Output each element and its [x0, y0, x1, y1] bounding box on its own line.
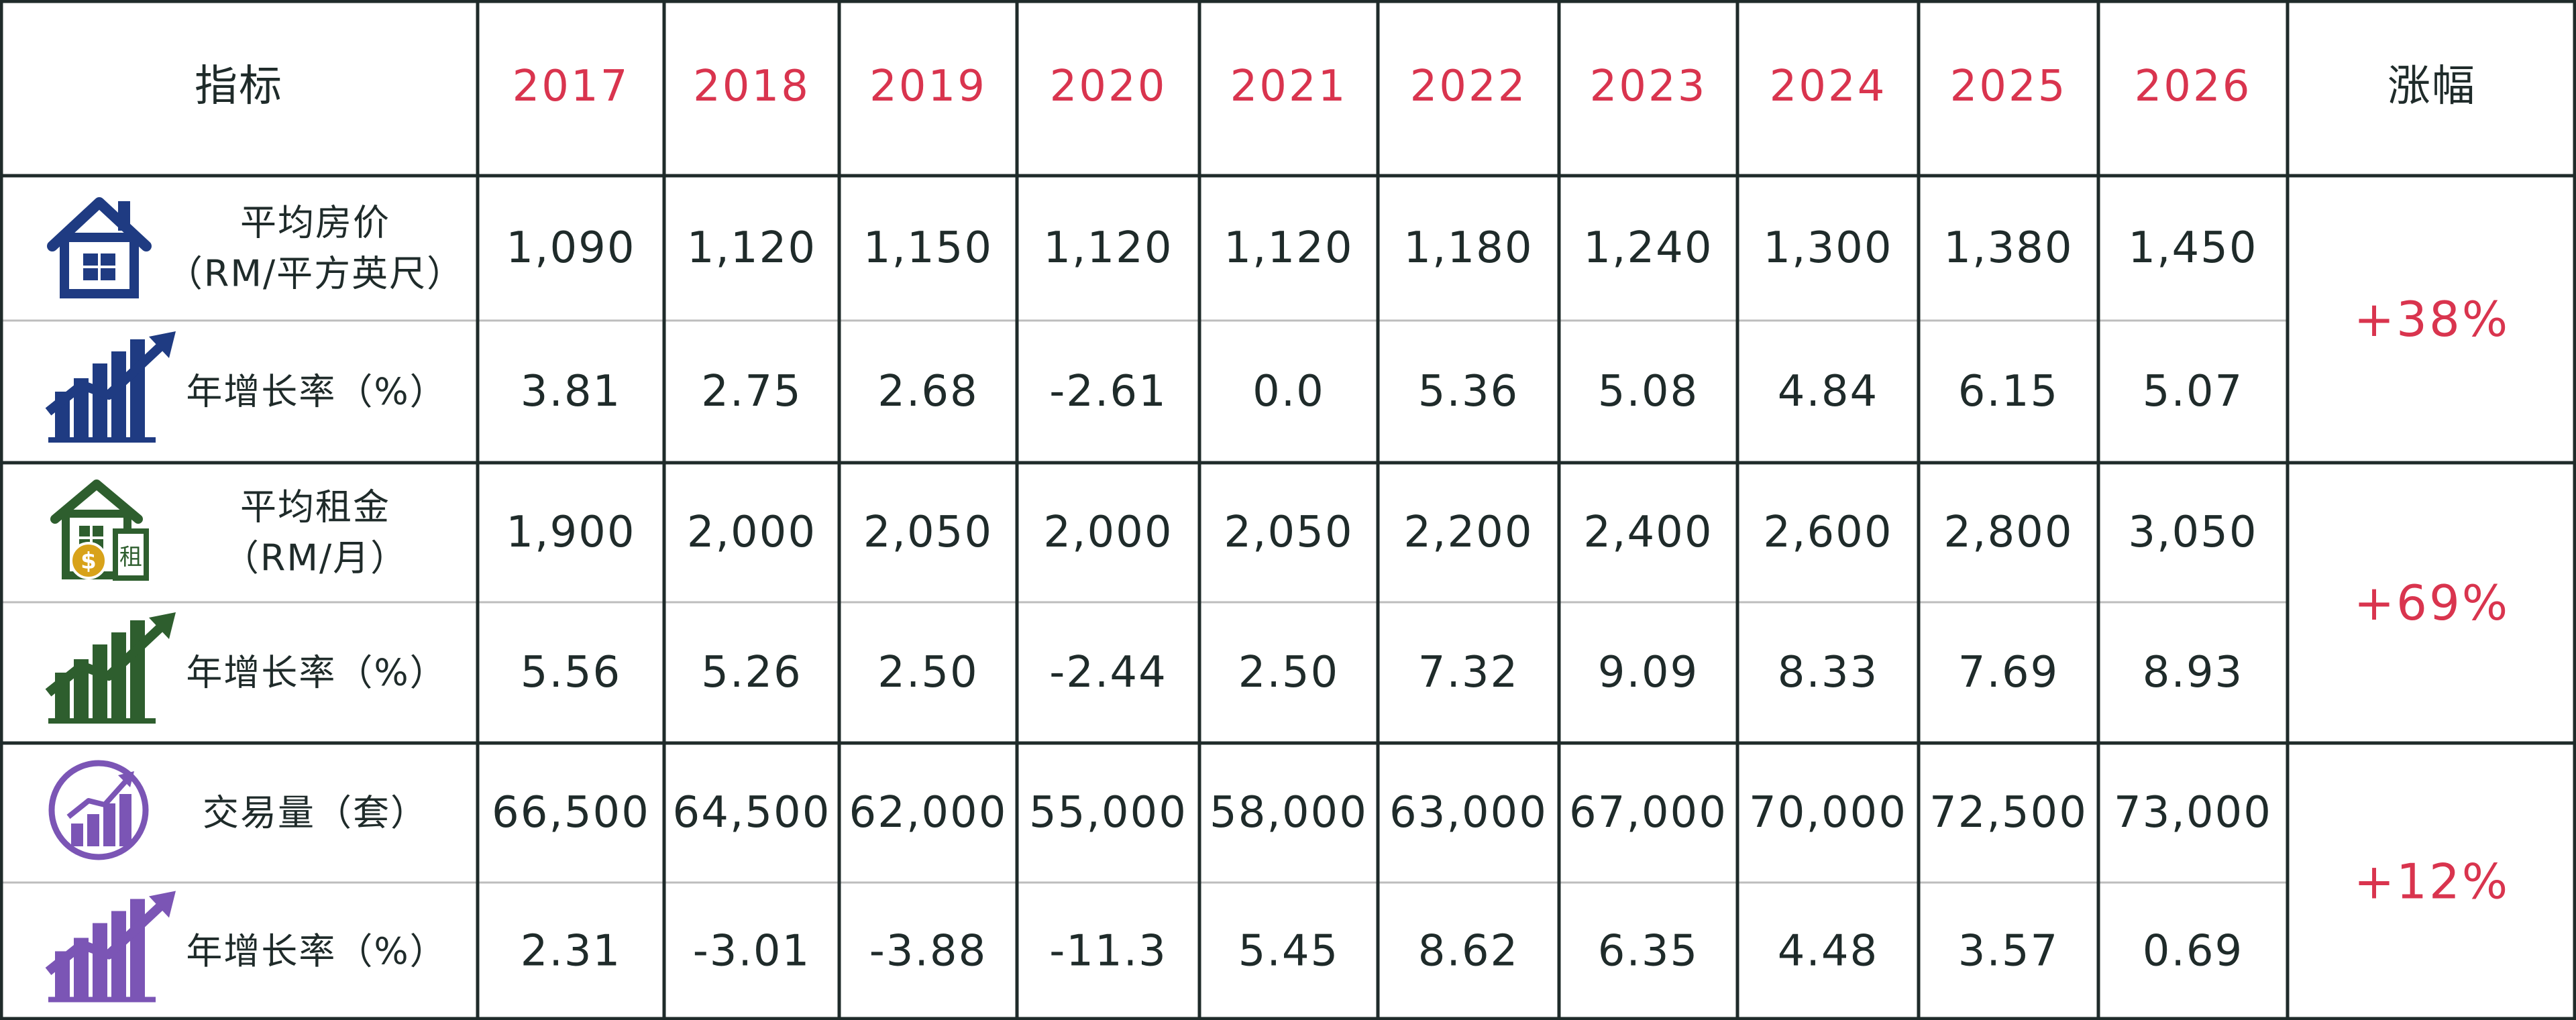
year-header-2018: 2018 — [693, 62, 810, 111]
growth-chart-icon — [45, 612, 176, 724]
value-cell: 7.69 — [1958, 648, 2059, 697]
row-label-unit: （RM/平方英尺） — [166, 253, 464, 295]
value-cell: 5.36 — [1418, 367, 1519, 416]
value-cell: 1,120 — [1043, 223, 1173, 273]
year-header-2021: 2021 — [1230, 62, 1348, 111]
growth-chart-icon — [45, 331, 176, 443]
value-cell: 2,800 — [1943, 508, 2073, 557]
value-cell: 1,300 — [1763, 223, 1892, 273]
rent-house-icon: 租$ — [50, 479, 149, 581]
header-change: 涨幅 — [2387, 62, 2476, 111]
value-cell: 1,900 — [506, 508, 635, 557]
growth-chart-icon — [45, 891, 176, 1003]
value-cell: 2.50 — [1238, 648, 1340, 697]
year-header-2020: 2020 — [1050, 62, 1167, 111]
value-cell: 2.31 — [521, 927, 622, 976]
value-cell: -3.01 — [693, 927, 811, 976]
change-cell: +69% — [2354, 575, 2510, 631]
value-cell: 4.84 — [1778, 367, 1879, 416]
value-cell: 1,450 — [2128, 223, 2257, 273]
year-header-2025: 2025 — [1950, 62, 2068, 111]
value-cell: 5.56 — [521, 648, 622, 697]
value-cell: 3.81 — [521, 367, 622, 416]
change-cell: +12% — [2354, 854, 2510, 910]
row-label-unit: （RM/月） — [223, 537, 408, 579]
value-cell: 5.45 — [1238, 927, 1340, 976]
value-cell: 1,090 — [506, 223, 635, 273]
value-cell: -2.61 — [1049, 367, 1167, 416]
value-cell: 8.93 — [2143, 648, 2244, 697]
transaction-circle-icon — [48, 760, 149, 860]
value-cell: 1,150 — [863, 223, 993, 273]
value-cell: 2.68 — [877, 367, 979, 416]
value-cell: 0.0 — [1252, 367, 1325, 416]
value-cell: -3.88 — [869, 927, 987, 976]
house-icon — [47, 197, 152, 298]
value-cell: 64,500 — [673, 788, 831, 838]
value-cell: 9.09 — [1598, 648, 1699, 697]
value-cell: 72,500 — [1929, 788, 2088, 838]
value-cell: 2.75 — [701, 367, 802, 416]
year-header-2023: 2023 — [1590, 62, 1707, 111]
value-cell: 2,050 — [863, 508, 993, 557]
value-cell: 5.26 — [701, 648, 802, 697]
value-cell: 73,000 — [2114, 788, 2272, 838]
value-cell: 70,000 — [1749, 788, 1907, 838]
value-cell: 1,120 — [1224, 223, 1353, 273]
value-cell: 66,500 — [492, 788, 650, 838]
value-cell: 1,120 — [687, 223, 816, 273]
value-cell: 6.15 — [1958, 367, 2059, 416]
value-cell: 8.62 — [1418, 927, 1519, 976]
row-label: 平均租金 — [240, 486, 390, 528]
value-cell: 2,400 — [1583, 508, 1713, 557]
value-cell: -11.3 — [1049, 927, 1167, 976]
value-cell: 6.35 — [1598, 927, 1699, 976]
value-cell: 1,180 — [1403, 223, 1533, 273]
value-cell: 67,000 — [1569, 788, 1727, 838]
svg-text:$: $ — [80, 548, 97, 575]
year-header-2024: 2024 — [1770, 62, 1887, 111]
value-cell: 1,240 — [1583, 223, 1713, 273]
value-cell: -2.44 — [1049, 648, 1167, 697]
year-header-2019: 2019 — [869, 62, 987, 111]
change-cell: +38% — [2354, 291, 2510, 347]
rent-glyph: 租 — [119, 544, 142, 571]
year-header-2022: 2022 — [1410, 62, 1527, 111]
row-label: 平均房价 — [240, 202, 390, 244]
value-cell: 4.48 — [1778, 927, 1879, 976]
value-cell: 1,380 — [1943, 223, 2073, 273]
header-indicator: 指标 — [195, 62, 283, 111]
value-cell: 3,050 — [2128, 508, 2257, 557]
value-cell: 2,200 — [1403, 508, 1533, 557]
value-cell: 3.57 — [1958, 927, 2059, 976]
row-label: 年增长率（%） — [186, 371, 447, 413]
value-cell: 2,600 — [1763, 508, 1892, 557]
value-cell: 7.32 — [1418, 648, 1519, 697]
value-cell: 63,000 — [1389, 788, 1548, 838]
year-header-2017: 2017 — [513, 62, 630, 111]
row-label: 年增长率（%） — [186, 652, 447, 694]
value-cell: 5.08 — [1598, 367, 1699, 416]
row-label: 年增长率（%） — [186, 930, 447, 972]
year-header-2026: 2026 — [2135, 62, 2252, 111]
value-cell: 2,000 — [1043, 508, 1173, 557]
row-label: 交易量（套） — [203, 792, 428, 834]
value-cell: 58,000 — [1210, 788, 1368, 838]
value-cell: 0.69 — [2143, 927, 2244, 976]
value-cell: 62,000 — [849, 788, 1008, 838]
value-cell: 2,050 — [1224, 508, 1353, 557]
value-cell: 5.07 — [2143, 367, 2244, 416]
value-cell: 2,000 — [687, 508, 816, 557]
value-cell: 55,000 — [1029, 788, 1187, 838]
value-cell: 8.33 — [1778, 648, 1879, 697]
value-cell: 2.50 — [877, 648, 979, 697]
